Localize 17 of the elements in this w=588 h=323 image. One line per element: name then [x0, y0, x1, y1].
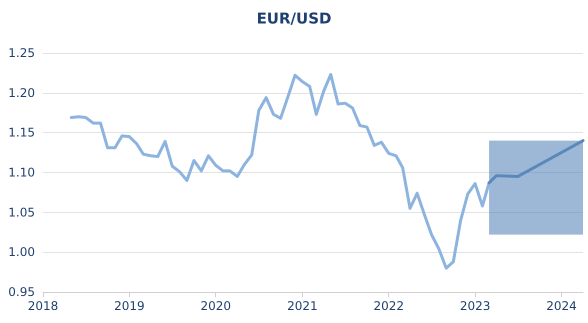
x-tick-label: 2024 — [546, 299, 577, 313]
y-tick-label: 1.20 — [8, 86, 35, 100]
y-tick-label: 1.10 — [8, 166, 35, 180]
x-tick-label: 2019 — [114, 299, 145, 313]
y-tick-label: 0.95 — [8, 285, 35, 299]
y-tick-label: 1.05 — [8, 205, 35, 220]
y-tick-label: 1.15 — [8, 126, 35, 140]
chart-title: EUR/USD — [256, 10, 332, 28]
line-series — [70, 73, 491, 270]
x-tick-label: 2018 — [28, 299, 58, 313]
y-tick-label: 1.00 — [8, 245, 35, 260]
x-tick-label: 2020 — [200, 299, 232, 313]
x-tick-label: 2023 — [460, 299, 490, 313]
line-series — [488, 139, 584, 184]
x-tick-label: 2021 — [287, 299, 318, 313]
x-tick-label: 2022 — [373, 299, 404, 313]
y-tick-label: 1.25 — [8, 46, 35, 60]
